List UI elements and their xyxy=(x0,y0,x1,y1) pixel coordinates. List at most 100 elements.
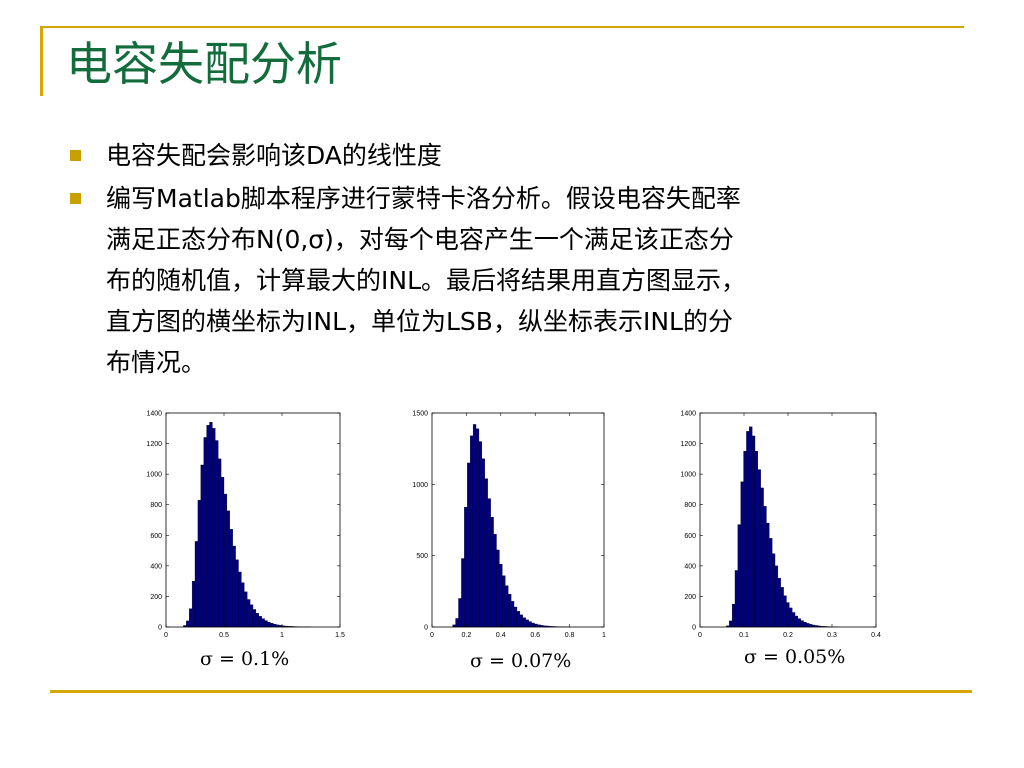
y-tick-label: 1000 xyxy=(146,472,162,479)
plot-frame xyxy=(699,412,877,628)
histogram-bar xyxy=(800,620,804,628)
bullet-item: 电容失配会影响该DA的线性度 xyxy=(70,135,970,176)
plot-frame xyxy=(165,412,341,628)
histogram-bar xyxy=(729,620,733,628)
y-tick-label: 0 xyxy=(158,625,162,632)
histogram-bar xyxy=(218,458,222,628)
bullet-text-line: 电容失配会影响该DA的线性度 xyxy=(106,141,442,170)
y-tick-label: 1500 xyxy=(412,411,428,418)
x-tick-label: 0 xyxy=(430,632,434,639)
y-tick-label: 1400 xyxy=(146,411,162,418)
histogram-bar xyxy=(189,608,193,628)
histogram-bar xyxy=(792,612,796,628)
bullet-text-line: 布情况。 xyxy=(106,348,207,377)
histogram-chart-3: 0 200 400 600 800 1000 1200 1400 0 0.1 0.2 0.3 0.4 xyxy=(666,405,886,645)
histogram-bar xyxy=(481,458,485,628)
histogram-bar xyxy=(749,426,753,628)
histogram-bar xyxy=(797,618,801,628)
histogram-bar xyxy=(502,575,506,628)
histogram-bar xyxy=(220,477,225,628)
y-tick-label: 600 xyxy=(150,533,162,540)
x-tick-label: 0.4 xyxy=(496,632,506,639)
histogram-bar xyxy=(743,451,747,628)
histogram-bar xyxy=(508,594,512,628)
histogram-bar xyxy=(209,422,213,628)
y-tick-label: 0 xyxy=(692,625,696,632)
y-tick-label: 400 xyxy=(150,563,162,570)
caption-sigma-0-07: σ = 0.07% xyxy=(470,650,572,672)
histogram-bar xyxy=(772,553,776,628)
y-tick-label: 1400 xyxy=(680,411,696,418)
histogram-bar xyxy=(794,615,799,628)
x-tick-label: 1.5 xyxy=(335,632,345,639)
histogram-bar xyxy=(809,624,813,628)
y-tick-label: 800 xyxy=(684,502,696,509)
y-tick-label: 500 xyxy=(416,553,428,560)
histogram-bar xyxy=(226,510,230,628)
histogram-bar xyxy=(270,623,274,628)
histogram-bar xyxy=(197,499,201,628)
histogram-bar xyxy=(467,462,471,628)
histogram-bar xyxy=(215,440,219,628)
x-tick-label: 0 xyxy=(698,632,702,639)
histogram-bar xyxy=(487,498,491,628)
histogram-bar xyxy=(806,623,810,628)
x-tick-label: 0.6 xyxy=(530,632,540,639)
histogram-bar xyxy=(212,428,216,628)
histogram-chart-1: 0 200 400 600 800 1000 1200 1400 0 0.5 1 1.5 xyxy=(136,405,346,645)
histogram-bar xyxy=(493,534,497,628)
histogram-bar xyxy=(229,529,233,628)
y-tick-label: 600 xyxy=(684,533,696,540)
histogram-bar xyxy=(519,614,523,628)
histogram-bar xyxy=(763,506,767,628)
histogram-bar xyxy=(780,587,784,628)
bullet-text-line: 直方图的横坐标为INL，单位为LSB，纵坐标表示INL的分 xyxy=(106,307,733,336)
x-tick-label: 0.4 xyxy=(871,632,881,639)
histogram-bar xyxy=(766,522,770,628)
x-tick-label: 0.3 xyxy=(827,632,837,639)
histogram-bar xyxy=(191,580,196,628)
bottom-rule xyxy=(50,690,972,693)
histogram-bar xyxy=(774,565,779,628)
histogram-bar xyxy=(513,606,518,628)
histogram-bar xyxy=(249,604,254,628)
histogram-bar xyxy=(235,559,239,628)
bullet-item: 编写Matlab脚本程序进行蒙特卡洛分析。假设电容失配率 满足正态分布N(0,σ… xyxy=(70,178,970,383)
y-tick-label: 200 xyxy=(150,594,162,601)
histogram-bar xyxy=(731,603,736,628)
histogram-bar xyxy=(464,507,468,628)
histogram-bar xyxy=(786,602,790,628)
x-tick-label: 0.2 xyxy=(783,632,793,639)
histogram-bar xyxy=(490,517,494,628)
x-tick-label: 0.1 xyxy=(739,632,749,639)
histogram-bar xyxy=(186,620,190,628)
histogram-bar xyxy=(496,549,500,628)
histogram-bar xyxy=(737,524,741,628)
x-tick-label: 0.2 xyxy=(462,632,472,639)
x-tick-label: 0.5 xyxy=(219,632,229,639)
histogram-bar xyxy=(789,607,793,628)
histogram-bar xyxy=(777,577,781,628)
histogram-bar xyxy=(238,571,242,628)
histogram-bar xyxy=(241,582,245,628)
x-tick-label: 1 xyxy=(280,632,284,639)
y-tick-label: 200 xyxy=(684,594,696,601)
plot-frame xyxy=(431,412,605,628)
histogram-bar xyxy=(760,487,764,628)
histogram-bar xyxy=(734,570,738,628)
bullet-square-icon xyxy=(70,193,81,204)
y-tick-label: 400 xyxy=(684,563,696,570)
top-rule xyxy=(40,26,964,28)
histogram-bar xyxy=(232,545,236,628)
x-tick-label: 0.8 xyxy=(565,632,575,639)
y-tick-label: 1200 xyxy=(680,441,696,448)
y-tick-label: 0 xyxy=(424,625,428,632)
histogram-bar xyxy=(267,621,271,628)
caption-sigma-0-1: σ = 0.1% xyxy=(200,648,290,670)
x-tick-label: 1 xyxy=(602,632,606,639)
x-tick-label: 0 xyxy=(164,632,168,639)
histogram-bar xyxy=(258,616,262,628)
histogram-bar xyxy=(200,464,204,628)
bullet-list: 电容失配会影响该DA的线性度 编写Matlab脚本程序进行蒙特卡洛分析。假设电容… xyxy=(70,135,970,385)
histogram-bar xyxy=(470,435,474,628)
